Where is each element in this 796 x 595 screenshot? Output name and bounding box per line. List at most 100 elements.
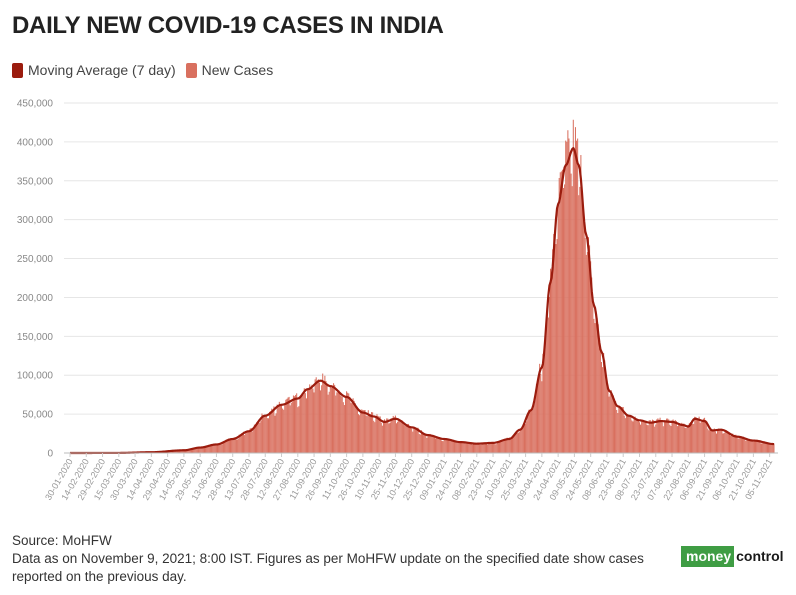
new-cases-bar (341, 396, 343, 453)
new-cases-bar (267, 418, 269, 453)
new-cases-bar (413, 428, 415, 453)
new-cases-bar (705, 420, 707, 453)
new-cases-bar (618, 406, 620, 453)
new-cases-bar (219, 444, 221, 453)
new-cases-bar (467, 441, 469, 453)
legend-moving-average[interactable]: Moving Average (7 day) (12, 62, 176, 78)
new-cases-bar (411, 428, 413, 453)
new-cases-bar (526, 421, 528, 453)
new-cases-bar (347, 392, 349, 453)
new-cases-bar (375, 416, 377, 453)
new-cases-bar (335, 395, 337, 453)
new-cases-bar (408, 427, 411, 453)
new-cases-bar (207, 446, 209, 453)
new-cases-bar (632, 421, 634, 453)
new-cases-bar (199, 448, 201, 453)
new-cases-bar (740, 437, 742, 453)
new-cases-bar (534, 396, 536, 453)
new-cases-bar (448, 439, 450, 453)
new-cases-bar (276, 404, 278, 453)
new-cases-bar (611, 394, 613, 453)
chart-title: DAILY NEW COVID-19 CASES IN INDIA (12, 12, 444, 39)
legend-new-cases[interactable]: New Cases (185, 62, 273, 78)
new-cases-bar (561, 169, 563, 453)
new-cases-bar (454, 441, 456, 453)
new-cases-bar (355, 406, 357, 453)
new-cases-bar (495, 444, 497, 453)
new-cases-bar (238, 434, 240, 453)
new-cases-bar (738, 438, 740, 453)
new-cases-bar (722, 433, 724, 453)
new-cases-bar (765, 442, 767, 453)
new-cases-bar (247, 431, 249, 453)
new-cases-bar (384, 419, 386, 453)
new-cases-bar (348, 393, 350, 453)
new-cases-bar (465, 443, 467, 453)
new-cases-bar (209, 445, 211, 453)
new-cases-bar (686, 427, 688, 453)
new-cases-bar (629, 416, 631, 453)
new-cases-bar (410, 426, 412, 453)
new-cases-bar (189, 449, 191, 453)
new-cases-bar (530, 411, 532, 453)
new-cases-bar (274, 415, 276, 453)
new-cases-bar (547, 317, 549, 453)
new-cases-bar (591, 277, 593, 453)
new-cases-bar (531, 410, 533, 453)
new-cases-bar (713, 428, 715, 453)
new-cases-bar (422, 431, 424, 453)
new-cases-bar (380, 422, 382, 453)
new-cases-bar (338, 390, 340, 453)
new-cases-bar (282, 408, 284, 453)
new-cases-bar (661, 422, 663, 453)
new-cases-bar (762, 442, 764, 453)
new-cases-bar (192, 449, 194, 453)
new-cases-bar (667, 418, 669, 453)
new-cases-bar (437, 436, 439, 453)
new-cases-bar (734, 434, 736, 453)
new-cases-bar (313, 392, 315, 453)
new-cases-bar (689, 421, 691, 453)
new-cases-bar (621, 407, 623, 453)
new-cases-bar (488, 444, 490, 453)
new-cases-bar (257, 423, 259, 453)
new-cases-bar (212, 444, 214, 453)
new-cases-bar (699, 422, 701, 453)
new-cases-bar (770, 443, 772, 453)
new-cases-bar (753, 441, 755, 453)
new-cases-bar (576, 140, 578, 454)
new-cases-bar (694, 416, 696, 453)
new-cases-bar (745, 440, 747, 453)
new-cases-bar (376, 414, 378, 453)
new-cases-bar (432, 434, 434, 453)
new-cases-bar (582, 207, 584, 453)
new-cases-bar (746, 440, 748, 453)
y-tick-label: 100,000 (17, 371, 54, 382)
new-cases-bar (749, 440, 751, 453)
new-cases-bar (401, 420, 403, 453)
new-cases-bar (622, 407, 624, 453)
new-cases-bar (660, 420, 662, 453)
new-cases-bar (763, 441, 765, 453)
new-cases-bar (541, 381, 543, 453)
new-cases-swatch (185, 62, 197, 78)
new-cases-bar (523, 423, 525, 453)
new-cases-bar (570, 173, 572, 453)
new-cases-bar (271, 408, 273, 453)
new-cases-bar (420, 430, 422, 453)
y-tick-label: 150,000 (17, 332, 54, 343)
new-cases-bar (580, 155, 582, 453)
new-cases-bar (258, 419, 260, 453)
new-cases-bar (406, 424, 408, 453)
new-cases-bar (344, 396, 347, 453)
new-cases-bar (522, 426, 524, 453)
new-cases-bar (696, 418, 698, 453)
new-cases-bar (464, 443, 466, 453)
new-cases-bar (651, 419, 653, 453)
logo-control-text: control (736, 547, 784, 564)
new-cases-bar (299, 398, 301, 453)
new-cases-bar (251, 431, 253, 453)
new-cases-bar (600, 362, 603, 453)
new-cases-bar (725, 430, 727, 453)
new-cases-bar (648, 420, 650, 453)
